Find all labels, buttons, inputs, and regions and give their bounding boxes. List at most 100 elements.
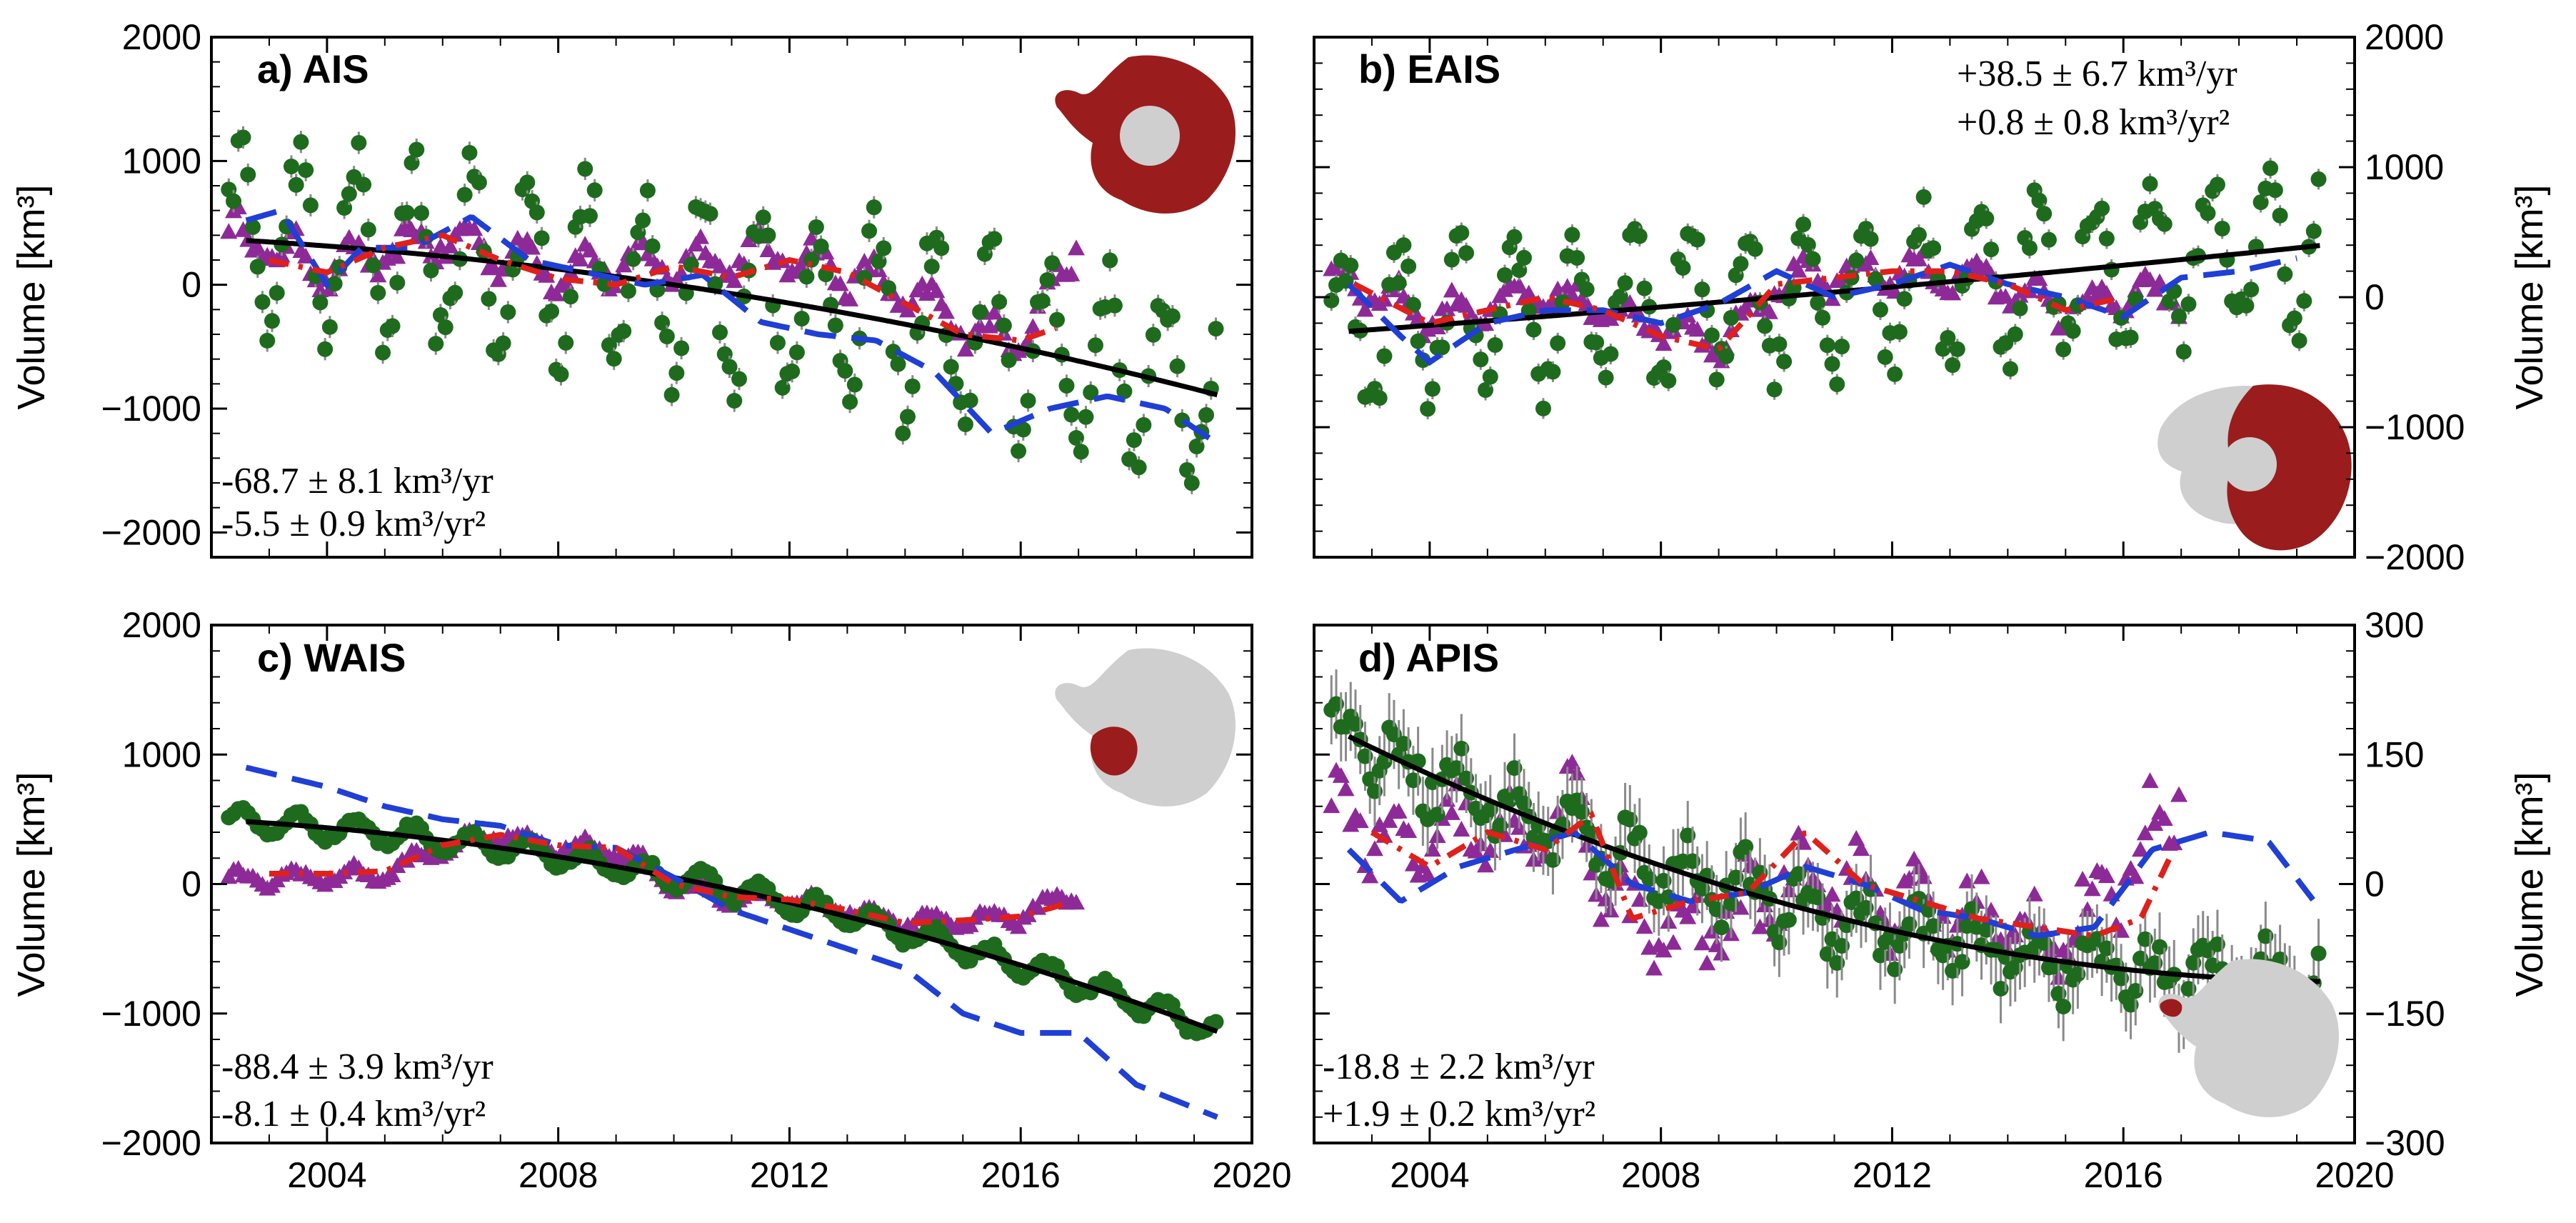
grace-point bbox=[1044, 255, 1061, 271]
grace-point bbox=[399, 204, 415, 221]
altimetry-point bbox=[1973, 868, 1990, 884]
grace-point bbox=[1815, 309, 1831, 326]
y-tick-label: 1000 bbox=[122, 734, 201, 774]
y-tick-label: 0 bbox=[2365, 277, 2385, 317]
grace-point bbox=[1497, 267, 1513, 284]
altimetry-point bbox=[928, 282, 946, 299]
altimetry-point bbox=[1010, 918, 1028, 934]
panel-eais: b) EAIS +38.5 ± 6.7 km³/yr +0.8 ± 0.8 km… bbox=[1313, 17, 2465, 577]
grace-point bbox=[769, 334, 786, 351]
grace-point bbox=[1078, 409, 1094, 425]
altimetry-point bbox=[2141, 772, 2159, 789]
grace-point bbox=[456, 186, 473, 203]
altimetry-point bbox=[389, 248, 406, 264]
grace-point bbox=[2170, 308, 2187, 324]
grace-point bbox=[586, 182, 603, 199]
grace-point bbox=[2021, 240, 2038, 256]
grace-point bbox=[1034, 293, 1051, 309]
grace-point bbox=[326, 276, 343, 292]
altimetry-point bbox=[831, 275, 849, 291]
altimetry-point bbox=[1665, 934, 1683, 950]
grace-point bbox=[784, 363, 801, 379]
grace-point bbox=[1102, 252, 1118, 269]
panel-ais: a) AIS -68.7 ± 8.1 km³/yr -5.5 ± 0.9 km³… bbox=[101, 17, 1253, 559]
antarctica-map-icon bbox=[1055, 648, 1236, 807]
grace-point bbox=[866, 199, 882, 216]
grace-point bbox=[2175, 344, 2192, 360]
grace-point bbox=[2098, 230, 2115, 246]
grace-point bbox=[1588, 334, 1605, 351]
grace-point bbox=[2055, 341, 2072, 358]
altimetry-point bbox=[2030, 270, 2048, 286]
x-tick-label: 2012 bbox=[1853, 1155, 1932, 1195]
ylabel-right-bottom: Volume [km³] bbox=[2508, 772, 2551, 997]
rate-line-1: +38.5 ± 6.7 km³/yr bbox=[1957, 54, 2237, 94]
antarctica-map-icon bbox=[2158, 959, 2339, 1117]
grace-point bbox=[1578, 281, 1595, 297]
grace-point bbox=[644, 238, 661, 254]
ylabel-left-top: Volume [km³] bbox=[10, 184, 53, 409]
altimetry-point bbox=[1510, 276, 1528, 293]
grace-point bbox=[1020, 392, 1036, 409]
grace-point bbox=[1482, 369, 1498, 385]
grace-point bbox=[365, 257, 381, 274]
grace-point bbox=[1208, 321, 1224, 337]
grace-point bbox=[2272, 207, 2288, 224]
grace-point bbox=[1887, 366, 1903, 382]
grace-point bbox=[317, 341, 334, 357]
grace-point bbox=[1603, 346, 1619, 362]
x-tick-label: 2004 bbox=[1390, 1155, 1469, 1195]
grace-point bbox=[1598, 369, 1614, 386]
grace-point bbox=[409, 141, 425, 158]
grace-point bbox=[1015, 421, 1031, 438]
grace-point bbox=[962, 392, 978, 409]
antarctica-map-icon bbox=[2157, 384, 2352, 551]
altimetry-point bbox=[1852, 840, 1870, 857]
grace-point bbox=[1126, 432, 1142, 449]
altimetry-point bbox=[1520, 284, 1538, 301]
grace-point bbox=[1983, 241, 2000, 258]
y-tick-label: −150 bbox=[2365, 994, 2445, 1034]
grace-point bbox=[563, 289, 579, 305]
grace-point bbox=[1520, 303, 1537, 319]
grace-point bbox=[1949, 341, 1965, 357]
grace-point bbox=[2065, 323, 2081, 339]
grace-point bbox=[351, 134, 367, 151]
grace-point bbox=[861, 223, 878, 239]
grace-point bbox=[803, 251, 820, 268]
grace-point bbox=[341, 186, 357, 202]
grace-point bbox=[1058, 377, 1075, 394]
grace-point bbox=[1073, 444, 1089, 460]
grace-point bbox=[1636, 280, 1653, 296]
altimetry-point bbox=[2025, 885, 2043, 902]
rate-line-2: +0.8 ± 0.8 km³/yr² bbox=[1957, 102, 2230, 143]
altimetry-point bbox=[2098, 867, 2115, 884]
grace-point bbox=[616, 323, 632, 339]
grace-point bbox=[370, 284, 386, 301]
grace-point bbox=[986, 231, 1003, 247]
grace-point bbox=[1757, 318, 1773, 334]
rate-line-1: -88.4 ± 3.9 km³/yr bbox=[221, 1047, 493, 1087]
grace-point bbox=[500, 304, 516, 320]
grace-point bbox=[1805, 251, 1821, 267]
grace-point bbox=[760, 227, 776, 244]
grace-point bbox=[668, 365, 685, 381]
grace-point bbox=[1001, 352, 1017, 369]
altimetry-point bbox=[1337, 780, 1355, 797]
altimetry-point bbox=[1862, 249, 1880, 265]
x-tick-label: 2008 bbox=[518, 1155, 598, 1195]
grace-point bbox=[808, 219, 824, 235]
grace-point bbox=[1376, 348, 1393, 364]
altimetry-point bbox=[1944, 284, 1962, 301]
altimetry-point bbox=[2146, 815, 2164, 832]
grace-point bbox=[2296, 293, 2312, 309]
altimetry-point bbox=[1655, 335, 1673, 351]
grace-point bbox=[726, 392, 743, 409]
grace-point bbox=[1771, 336, 1788, 352]
grace-smooth-line bbox=[245, 764, 1218, 1120]
grace-point bbox=[827, 317, 843, 334]
altimetry-point bbox=[1693, 934, 1711, 951]
grace-point bbox=[1660, 373, 1677, 389]
grace-point bbox=[553, 366, 569, 383]
rate-line-2: -5.5 ± 0.9 km³/yr² bbox=[221, 504, 486, 544]
